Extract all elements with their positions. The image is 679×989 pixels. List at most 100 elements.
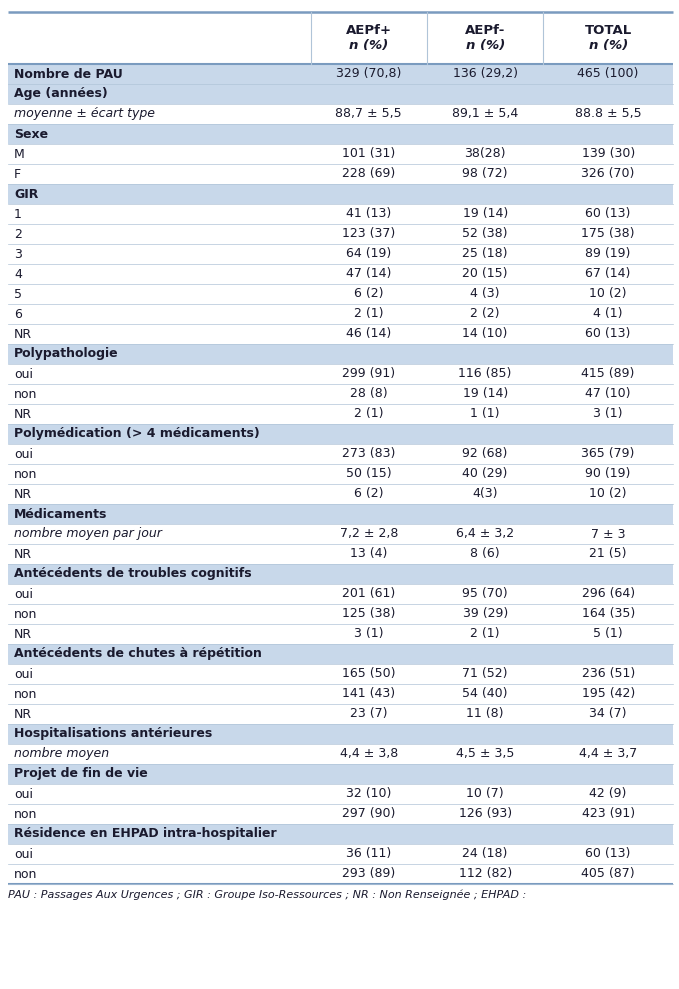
Text: 42 (9): 42 (9) <box>589 787 627 800</box>
Text: 21 (5): 21 (5) <box>589 548 627 561</box>
Text: 4 (1): 4 (1) <box>593 308 623 320</box>
Bar <box>8 404 673 424</box>
Text: Projet de fin de vie: Projet de fin de vie <box>14 767 148 780</box>
Bar <box>8 364 673 384</box>
Bar <box>8 624 673 644</box>
Text: 164 (35): 164 (35) <box>581 607 635 620</box>
Text: 112 (82): 112 (82) <box>458 867 512 880</box>
Bar <box>8 12 673 64</box>
Text: 415 (89): 415 (89) <box>581 368 635 381</box>
Text: oui: oui <box>14 587 33 600</box>
Text: Hospitalisations antérieures: Hospitalisations antérieures <box>14 728 213 741</box>
Text: 13 (4): 13 (4) <box>350 548 388 561</box>
Text: 405 (87): 405 (87) <box>581 867 635 880</box>
Text: 136 (29,2): 136 (29,2) <box>453 67 517 80</box>
Text: PAU : Passages Aux Urgences ; GIR : Groupe Iso-Ressources ; NR : Non Renseignée : PAU : Passages Aux Urgences ; GIR : Grou… <box>8 890 526 901</box>
Text: 60 (13): 60 (13) <box>585 208 631 221</box>
Text: 47 (10): 47 (10) <box>585 388 631 401</box>
Text: 165 (50): 165 (50) <box>342 668 395 680</box>
Bar <box>8 144 673 164</box>
Text: oui: oui <box>14 787 33 800</box>
Bar <box>8 324 673 344</box>
Text: 92 (68): 92 (68) <box>462 447 508 461</box>
Text: non: non <box>14 867 37 880</box>
Text: 299 (91): 299 (91) <box>342 368 395 381</box>
Bar <box>8 104 673 124</box>
Text: 6 (2): 6 (2) <box>354 488 384 500</box>
Bar <box>8 344 673 364</box>
Text: GIR: GIR <box>14 188 39 201</box>
Text: 39 (29): 39 (29) <box>462 607 508 620</box>
Text: 365 (79): 365 (79) <box>581 447 635 461</box>
Text: NR: NR <box>14 327 32 340</box>
Bar <box>8 704 673 724</box>
Bar <box>8 604 673 624</box>
Text: 296 (64): 296 (64) <box>582 587 635 600</box>
Text: 25 (18): 25 (18) <box>462 247 508 260</box>
Text: 54 (40): 54 (40) <box>462 687 508 700</box>
Text: 1: 1 <box>14 208 22 221</box>
Text: 20 (15): 20 (15) <box>462 267 508 281</box>
Bar <box>8 824 673 844</box>
Text: 95 (70): 95 (70) <box>462 587 508 600</box>
Bar <box>8 264 673 284</box>
Bar <box>8 584 673 604</box>
Text: 10 (2): 10 (2) <box>589 288 627 301</box>
Bar <box>8 244 673 264</box>
Text: Médicaments: Médicaments <box>14 507 107 520</box>
Bar <box>8 644 673 664</box>
Text: M: M <box>14 147 24 160</box>
Text: 4(3): 4(3) <box>473 488 498 500</box>
Text: Nombre de PAU: Nombre de PAU <box>14 67 123 80</box>
Text: 1 (1): 1 (1) <box>471 407 500 420</box>
Bar <box>8 524 673 544</box>
Text: 90 (19): 90 (19) <box>585 468 631 481</box>
Bar <box>8 664 673 684</box>
Bar <box>8 864 673 884</box>
Text: 64 (19): 64 (19) <box>346 247 391 260</box>
Bar <box>8 464 673 484</box>
Text: 465 (100): 465 (100) <box>577 67 639 80</box>
Text: 101 (31): 101 (31) <box>342 147 395 160</box>
Text: 89,1 ± 5,4: 89,1 ± 5,4 <box>452 108 518 121</box>
Text: Antécédents de chutes à répétition: Antécédents de chutes à répétition <box>14 648 262 661</box>
Text: 4: 4 <box>14 267 22 281</box>
Text: 60 (13): 60 (13) <box>585 848 631 860</box>
Text: oui: oui <box>14 668 33 680</box>
Text: 8 (6): 8 (6) <box>471 548 500 561</box>
Text: 293 (89): 293 (89) <box>342 867 395 880</box>
Text: 125 (38): 125 (38) <box>342 607 395 620</box>
Text: 4 (3): 4 (3) <box>471 288 500 301</box>
Text: 195 (42): 195 (42) <box>581 687 635 700</box>
Text: 2: 2 <box>14 227 22 240</box>
Text: AEPf+: AEPf+ <box>346 25 392 38</box>
Text: 297 (90): 297 (90) <box>342 807 395 821</box>
Text: 32 (10): 32 (10) <box>346 787 392 800</box>
Bar <box>8 424 673 444</box>
Text: 116 (85): 116 (85) <box>458 368 512 381</box>
Text: 41 (13): 41 (13) <box>346 208 391 221</box>
Bar <box>8 284 673 304</box>
Bar <box>8 504 673 524</box>
Bar <box>8 684 673 704</box>
Bar <box>8 184 673 204</box>
Bar <box>8 784 673 804</box>
Text: 19 (14): 19 (14) <box>462 208 508 221</box>
Text: 23 (7): 23 (7) <box>350 707 388 721</box>
Text: non: non <box>14 687 37 700</box>
Text: 423 (91): 423 (91) <box>582 807 635 821</box>
Text: NR: NR <box>14 627 32 641</box>
Text: 36 (11): 36 (11) <box>346 848 391 860</box>
Text: 2 (1): 2 (1) <box>354 407 384 420</box>
Bar <box>8 164 673 184</box>
Text: 123 (37): 123 (37) <box>342 227 395 240</box>
Text: 2 (1): 2 (1) <box>471 627 500 641</box>
Bar <box>8 124 673 144</box>
Bar <box>8 304 673 324</box>
Text: 46 (14): 46 (14) <box>346 327 391 340</box>
Text: 4,5 ± 3,5: 4,5 ± 3,5 <box>456 748 514 761</box>
Text: 2 (2): 2 (2) <box>471 308 500 320</box>
Text: n (%): n (%) <box>466 39 504 51</box>
Text: 88.8 ± 5,5: 88.8 ± 5,5 <box>575 108 642 121</box>
Text: NR: NR <box>14 488 32 500</box>
